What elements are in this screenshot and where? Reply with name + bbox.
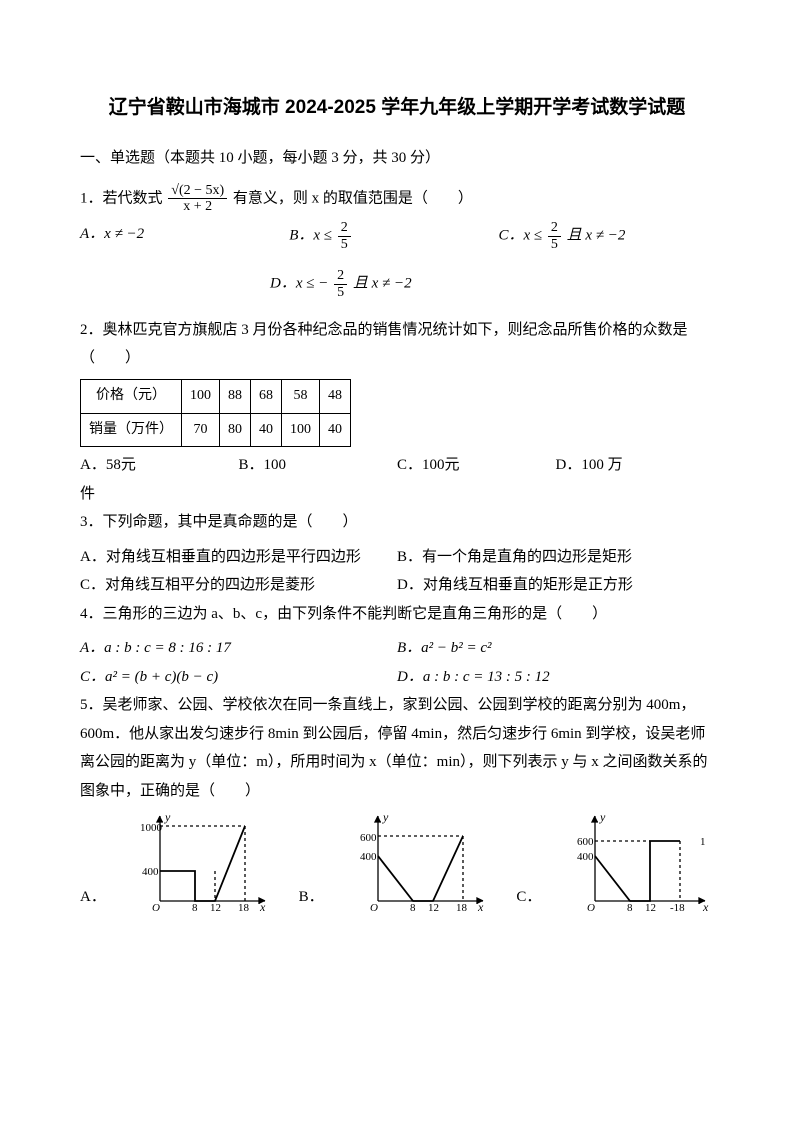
q2-table: 价格（元） 100 88 68 58 48 销量（万件） 70 80 40 10… (80, 379, 351, 447)
table-cell: 70 (182, 413, 220, 447)
axis-label: -18 (670, 902, 685, 911)
table-cell: 100 (182, 379, 220, 413)
axis-label: 8 (627, 902, 633, 911)
table-cell: 68 (251, 379, 282, 413)
q1-frac-num: √(2 − 5x) (168, 183, 227, 199)
q4-options-row1: A．a : b : c = 8 : 16 : 17 B．a² − b² = c² (80, 634, 714, 663)
table-row: 销量（万件） 70 80 40 100 40 (81, 413, 351, 447)
question-3: 3．下列命题，其中是真命题的是（ ） (80, 508, 714, 537)
axis-label: 400 (142, 866, 159, 878)
q2-option-c: C．100元 (397, 451, 556, 480)
axis-label: 8 (410, 902, 416, 911)
q2-option-b: B．100 (239, 451, 398, 480)
q5-label-a: A． (80, 883, 106, 912)
question-2: 2．奥林匹克官方旗舰店 3 月份各种纪念品的销售情况统计如下，则纪念品所售价格的… (80, 316, 714, 373)
frac-num: 2 (334, 268, 347, 284)
q1-option-a: A．x ≠ −2 (80, 220, 289, 252)
question-1: 1．若代数式 √(2 − 5x) x + 2 有意义，则 x 的取值范围是（ ） (80, 183, 714, 215)
q4-option-c: C．a² = (b + c)(b − c) (80, 663, 397, 692)
q5-graph-b: 600 400 O 8 12 18 y x (358, 811, 487, 911)
q4-options-row2: C．a² = (b + c)(b − c) D．a : b : c = 13 :… (80, 663, 714, 692)
axis-label: 400 (360, 851, 377, 863)
q1-options-row1: A．x ≠ −2 B．x ≤ 2 5 C．x ≤ 2 5 且 x ≠ −2 (80, 220, 714, 258)
q3-option-b: B．有一个角是直角的四边形是矩形 (397, 543, 714, 572)
q3-option-a: A．对角线互相垂直的四边形是平行四边形 (80, 543, 397, 572)
axis-origin: O (587, 902, 595, 911)
q1-frac-den: x + 2 (168, 199, 227, 214)
q1-stem-a: 1．若代数式 (80, 190, 163, 206)
q3-options-row1: A．对角线互相垂直的四边形是平行四边形 B．有一个角是直角的四边形是矩形 (80, 543, 714, 572)
frac-num: 2 (548, 220, 561, 236)
q3-option-d: D．对角线互相垂直的矩形是正方形 (397, 571, 714, 600)
axis-origin: O (152, 902, 160, 911)
q4-option-d: D．a : b : c = 13 : 5 : 12 (397, 663, 714, 692)
axis-label: 400 (577, 851, 594, 863)
axis-label: x (477, 900, 484, 911)
axis-label: 12 (428, 902, 439, 911)
table-cell: 100 (282, 413, 320, 447)
frac-den: 5 (548, 237, 561, 252)
table-cell: 40 (251, 413, 282, 447)
question-4: 4．三角形的三边为 a、b、c，由下列条件不能判断它是直角三角形的是（ ） (80, 600, 714, 629)
table-cell: 80 (220, 413, 251, 447)
table-header-price: 价格（元） (81, 379, 182, 413)
axis-label: 18 (456, 902, 468, 911)
q1-stem-b: 有意义，则 x 的取值范围是（ ） (233, 190, 473, 206)
axis-label: 600 (577, 836, 594, 848)
table-cell: 88 (220, 379, 251, 413)
q1-b-frac: 2 5 (338, 220, 351, 252)
q5-graphs: A． 1000 400 O 8 12 18 y x B． (80, 811, 714, 911)
q2-options: A．58元 B．100 C．100元 D．100 万 (80, 451, 714, 480)
table-row: 价格（元） 100 88 68 58 48 (81, 379, 351, 413)
frac-den: 5 (338, 237, 351, 252)
axis-label: 12 (645, 902, 656, 911)
q1-d-frac: 2 5 (334, 268, 347, 300)
axis-label: 8 (192, 902, 198, 911)
q1-c-frac: 2 5 (548, 220, 561, 252)
axis-origin: O (370, 902, 378, 911)
section-header: 一、单选题（本题共 10 小题，每小题 3 分，共 30 分） (80, 144, 714, 173)
axis-label: x (259, 900, 266, 911)
q3-option-c: C．对角线互相平分的四边形是菱形 (80, 571, 397, 600)
q4-option-b: B．a² − b² = c² (397, 634, 714, 663)
axis-label: y (382, 811, 389, 824)
frac-num: 2 (338, 220, 351, 236)
q5-label-c: C． (516, 883, 541, 912)
axis-label: 12 (210, 902, 221, 911)
question-5: 5．吴老师家、公园、学校依次在同一条直线上，家到公园、公园到学校的距离分别为 4… (80, 691, 714, 805)
axis-label: y (164, 811, 171, 824)
q1-b-prefix: B．x ≤ (289, 228, 336, 244)
q1-c-prefix: C．x ≤ (498, 228, 545, 244)
q1-c-suffix: 且 x ≠ −2 (567, 228, 626, 244)
page-title: 辽宁省鞍山市海城市 2024-2025 学年九年级上学期开学考试数学试题 (80, 90, 714, 126)
q2-option-d-b: 件 (80, 480, 714, 509)
axis-label: 1 (700, 836, 706, 848)
q1-options-row2: D．x ≤ − 2 5 且 x ≠ −2 (80, 268, 714, 306)
q1-d-suffix: 且 x ≠ −2 (353, 275, 412, 291)
q2-option-d-a: D．100 万 (556, 451, 715, 480)
axis-label: 18 (238, 902, 250, 911)
axis-label: y (599, 811, 606, 824)
q5-graph-a: 1000 400 O 8 12 18 y x (140, 811, 269, 911)
q1-d-prefix: D．x ≤ − (270, 275, 332, 291)
q2-option-a: A．58元 (80, 451, 239, 480)
axis-label: x (702, 900, 709, 911)
axis-label: 1000 (140, 822, 163, 834)
q1-fraction: √(2 − 5x) x + 2 (168, 183, 227, 215)
table-cell: 48 (320, 379, 351, 413)
q4-option-a: A．a : b : c = 8 : 16 : 17 (80, 634, 397, 663)
frac-den: 5 (334, 285, 347, 300)
q5-graph-c: 600 400 1 O 8 12 -18 y x (575, 811, 714, 911)
table-cell: 40 (320, 413, 351, 447)
q3-options-row2: C．对角线互相平分的四边形是菱形 D．对角线互相垂直的矩形是正方形 (80, 571, 714, 600)
q1-option-b: B．x ≤ 2 5 (289, 220, 498, 252)
q1-option-c: C．x ≤ 2 5 且 x ≠ −2 (498, 220, 707, 252)
q5-label-b: B． (299, 883, 324, 912)
table-cell: 58 (282, 379, 320, 413)
axis-label: 600 (360, 832, 377, 844)
q1-option-d: D．x ≤ − 2 5 且 x ≠ −2 (80, 268, 714, 300)
table-header-qty: 销量（万件） (81, 413, 182, 447)
